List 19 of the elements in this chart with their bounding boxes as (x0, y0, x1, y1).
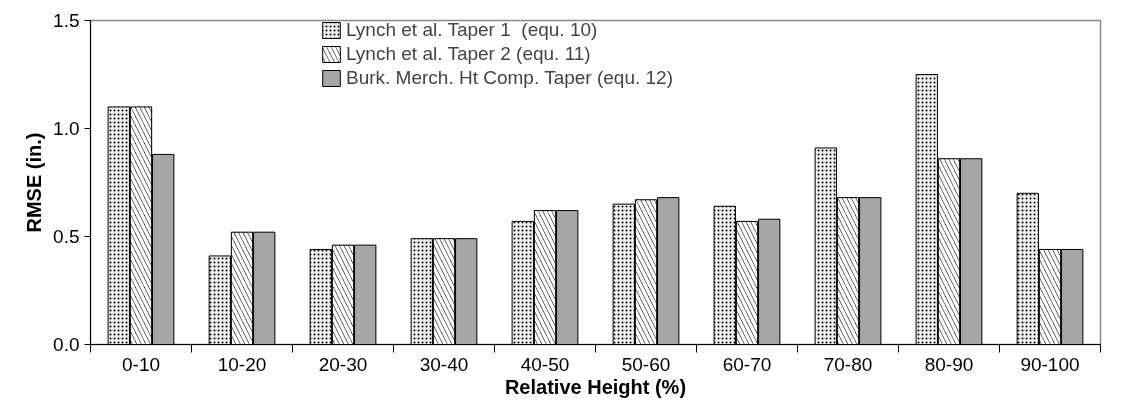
x-tick-label: 40-50 (520, 353, 570, 375)
y-tick-label: 0.5 (53, 226, 80, 247)
x-tick-label: 50-60 (621, 353, 671, 375)
x-tick-label: 30-40 (419, 353, 469, 375)
x-tick-label: 20-30 (318, 353, 368, 375)
y-tick-label: 1.5 (53, 10, 80, 31)
x-tick-label: 80-90 (924, 353, 974, 375)
x-tick-label: 10-20 (217, 353, 267, 375)
x-tick-label: 90-100 (1020, 353, 1080, 375)
y-tick-label: 1.0 (53, 118, 80, 139)
legend-label: Burk. Merch. Ht Comp. Taper (equ. 12) (346, 67, 673, 89)
x-axis-title: Relative Height (%) (504, 375, 687, 398)
legend-label: Lynch et al. Taper 1 (equ. 10) (346, 19, 598, 41)
x-tick-label: 70-80 (823, 353, 873, 375)
y-axis-title: RMSE (in.) (23, 132, 46, 233)
x-tick-label: 60-70 (722, 353, 772, 375)
y-tick-label: 0.0 (53, 334, 80, 355)
x-tick-label: 0-10 (121, 353, 161, 375)
legend-label: Lynch et al. Taper 2 (equ. 11) (346, 43, 591, 65)
